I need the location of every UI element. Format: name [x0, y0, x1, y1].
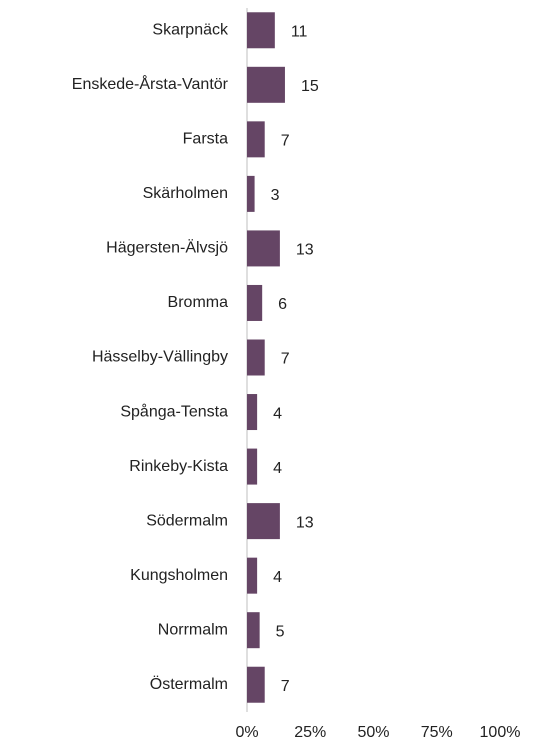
y-tick-label: Hägersten-Älvsjö: [106, 239, 228, 257]
bar: [247, 12, 275, 49]
y-tick-label: Norrmalm: [158, 621, 228, 638]
bar: [247, 666, 265, 703]
y-tick-label: Bromma: [168, 294, 229, 311]
x-tick-label: 100%: [480, 724, 521, 741]
bar: [247, 121, 265, 158]
value-label: 7: [281, 351, 290, 368]
value-label: 4: [273, 405, 282, 422]
y-tick-label: Södermalm: [146, 512, 228, 529]
value-label: 6: [278, 296, 287, 313]
bar: [247, 175, 255, 212]
value-label: 7: [281, 133, 290, 150]
bar: [247, 339, 265, 376]
y-tick-label: Farsta: [183, 131, 228, 148]
bar: [247, 612, 260, 649]
value-label: 4: [273, 569, 282, 586]
bar: [247, 66, 285, 103]
bar: [247, 284, 263, 321]
value-label: 5: [276, 623, 285, 640]
value-label: 13: [296, 514, 314, 531]
value-label: 4: [273, 460, 282, 477]
y-tick-label: Rinkeby-Kista: [129, 458, 228, 475]
x-tick-label: 75%: [421, 724, 453, 741]
value-label: 11: [291, 23, 308, 40]
x-tick-label: 25%: [294, 724, 326, 741]
y-tick-label: Kungsholmen: [130, 567, 228, 584]
bar: [247, 557, 258, 594]
bar: [247, 394, 258, 431]
y-tick-label: Spånga-Tensta: [120, 402, 228, 420]
y-tick-label: Hässelby-Vällingby: [92, 349, 228, 366]
value-label: 7: [281, 678, 290, 695]
value-label: 15: [301, 78, 319, 95]
bar: [247, 503, 280, 540]
y-tick-label: Skärholmen: [143, 185, 228, 202]
x-tick-label: 0%: [235, 724, 258, 741]
x-tick-label: 50%: [357, 724, 389, 741]
y-tick-label: Östermalm: [150, 675, 228, 693]
bar: [247, 448, 258, 485]
bar: [247, 230, 280, 267]
y-tick-label: Skarpnäck: [152, 21, 229, 38]
value-label: 13: [296, 242, 314, 259]
value-label: 3: [271, 187, 280, 204]
y-tick-label: Enskede-Årsta-Vantör: [72, 74, 229, 93]
